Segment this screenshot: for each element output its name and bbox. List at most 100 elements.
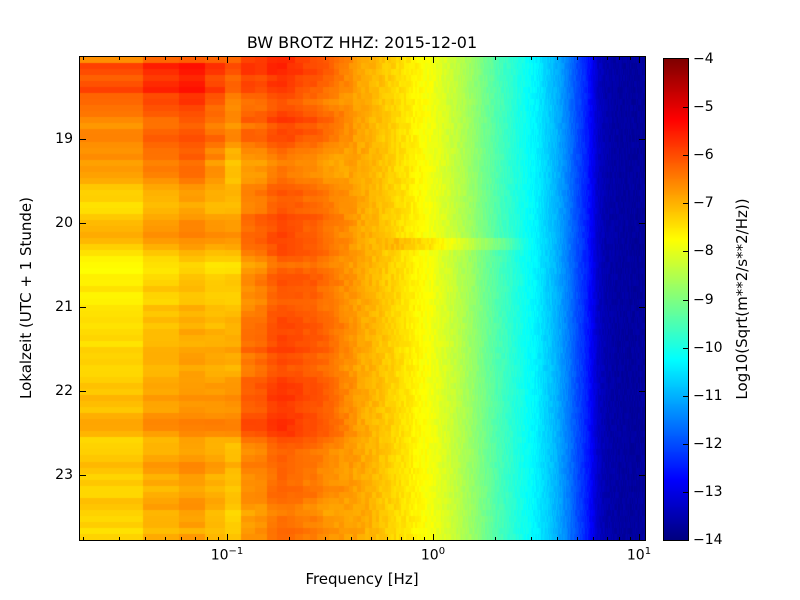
x-minor-tick bbox=[119, 57, 120, 60]
colorbar-tick-label: −7 bbox=[693, 195, 714, 212]
colorbar-tick bbox=[683, 251, 688, 252]
x-minor-tick bbox=[218, 537, 219, 540]
x-minor-tick bbox=[630, 537, 631, 540]
x-minor-tick bbox=[195, 537, 196, 540]
x-minor-tick bbox=[593, 57, 594, 60]
x-minor-tick bbox=[289, 57, 290, 60]
x-minor-tick bbox=[577, 537, 578, 540]
y-tick-label: 19 bbox=[55, 131, 73, 148]
x-tick-label: 100 bbox=[420, 546, 446, 564]
x-major-tick bbox=[433, 534, 434, 540]
x-major-tick bbox=[639, 534, 640, 540]
x-minor-tick bbox=[289, 537, 290, 540]
colorbar-tick-label: −5 bbox=[693, 99, 714, 116]
colorbar-tick-label: −4 bbox=[693, 51, 714, 67]
colorbar-tick bbox=[683, 348, 688, 349]
x-minor-tick bbox=[401, 57, 402, 60]
x-minor-tick bbox=[607, 537, 608, 540]
x-minor-tick bbox=[495, 537, 496, 540]
y-major-tick bbox=[639, 391, 645, 392]
x-major-tick bbox=[433, 57, 434, 63]
x-minor-tick bbox=[401, 537, 402, 540]
x-minor-tick bbox=[218, 57, 219, 60]
x-minor-tick bbox=[387, 537, 388, 540]
y-major-tick bbox=[639, 139, 645, 140]
x-minor-tick bbox=[424, 57, 425, 60]
colorbar-label: Log10(Sqrt(m**2/s**2/Hz)) bbox=[733, 198, 751, 400]
x-major-tick bbox=[639, 57, 640, 63]
x-minor-tick bbox=[371, 537, 372, 540]
x-minor-tick bbox=[207, 537, 208, 540]
colorbar-tick-label: −11 bbox=[693, 387, 723, 404]
x-minor-tick bbox=[413, 537, 414, 540]
colorbar-tick-label: −8 bbox=[693, 243, 714, 260]
x-minor-tick bbox=[165, 57, 166, 60]
colorbar-tick-label: −14 bbox=[693, 532, 723, 548]
x-minor-tick bbox=[325, 537, 326, 540]
x-minor-tick bbox=[387, 57, 388, 60]
x-minor-tick bbox=[619, 537, 620, 540]
x-minor-tick bbox=[495, 57, 496, 60]
colorbar-tick-label: −13 bbox=[693, 483, 723, 500]
x-minor-tick bbox=[531, 57, 532, 60]
x-minor-tick bbox=[165, 537, 166, 540]
y-major-tick bbox=[80, 139, 86, 140]
colorbar-tick-label: −12 bbox=[693, 435, 723, 452]
x-minor-tick bbox=[577, 57, 578, 60]
x-minor-tick bbox=[630, 57, 631, 60]
x-minor-tick bbox=[371, 57, 372, 60]
x-minor-tick bbox=[83, 537, 84, 540]
x-minor-tick bbox=[325, 57, 326, 60]
y-major-tick bbox=[639, 307, 645, 308]
x-minor-tick bbox=[145, 57, 146, 60]
colorbar-tick-label: −6 bbox=[693, 147, 714, 164]
x-minor-tick bbox=[351, 537, 352, 540]
colorbar-tick bbox=[683, 300, 688, 301]
y-tick-label: 22 bbox=[55, 383, 73, 400]
y-major-tick bbox=[80, 391, 86, 392]
colorbar-tick-label: −9 bbox=[693, 291, 714, 308]
y-tick-label: 20 bbox=[55, 215, 73, 232]
x-minor-tick bbox=[195, 57, 196, 60]
spectrogram-heatmap bbox=[80, 57, 645, 540]
x-minor-tick bbox=[557, 57, 558, 60]
y-major-tick bbox=[80, 223, 86, 224]
y-major-tick bbox=[639, 223, 645, 224]
y-major-tick bbox=[639, 475, 645, 476]
x-minor-tick bbox=[531, 537, 532, 540]
plot-area bbox=[79, 56, 646, 541]
x-tick-label: 101 bbox=[626, 546, 652, 564]
x-minor-tick bbox=[119, 537, 120, 540]
colorbar-gradient bbox=[664, 59, 688, 540]
x-minor-tick bbox=[351, 57, 352, 60]
colorbar bbox=[663, 58, 689, 541]
x-tick-label: 10−1 bbox=[210, 546, 244, 564]
plot-title: BW BROTZ HHZ: 2015-12-01 bbox=[246, 33, 478, 52]
colorbar-tick bbox=[683, 492, 688, 493]
x-minor-tick bbox=[145, 537, 146, 540]
x-major-tick bbox=[227, 534, 228, 540]
colorbar-tick bbox=[683, 396, 688, 397]
colorbar-tick bbox=[683, 107, 688, 108]
x-minor-tick bbox=[424, 537, 425, 540]
colorbar-tick bbox=[683, 155, 688, 156]
y-tick-label: 21 bbox=[55, 299, 73, 316]
colorbar-tick bbox=[683, 444, 688, 445]
x-major-tick bbox=[227, 57, 228, 63]
y-major-tick bbox=[80, 307, 86, 308]
x-minor-tick bbox=[557, 537, 558, 540]
x-minor-tick bbox=[619, 57, 620, 60]
x-minor-tick bbox=[83, 57, 84, 60]
x-minor-tick bbox=[181, 57, 182, 60]
colorbar-tick-label: −10 bbox=[693, 339, 723, 356]
x-minor-tick bbox=[607, 57, 608, 60]
x-minor-tick bbox=[207, 57, 208, 60]
x-minor-tick bbox=[593, 537, 594, 540]
x-minor-tick bbox=[413, 57, 414, 60]
x-minor-tick bbox=[181, 537, 182, 540]
x-axis-label: Frequency [Hz] bbox=[305, 570, 419, 588]
y-tick-label: 23 bbox=[55, 467, 73, 484]
colorbar-tick bbox=[683, 203, 688, 204]
y-major-tick bbox=[80, 475, 86, 476]
